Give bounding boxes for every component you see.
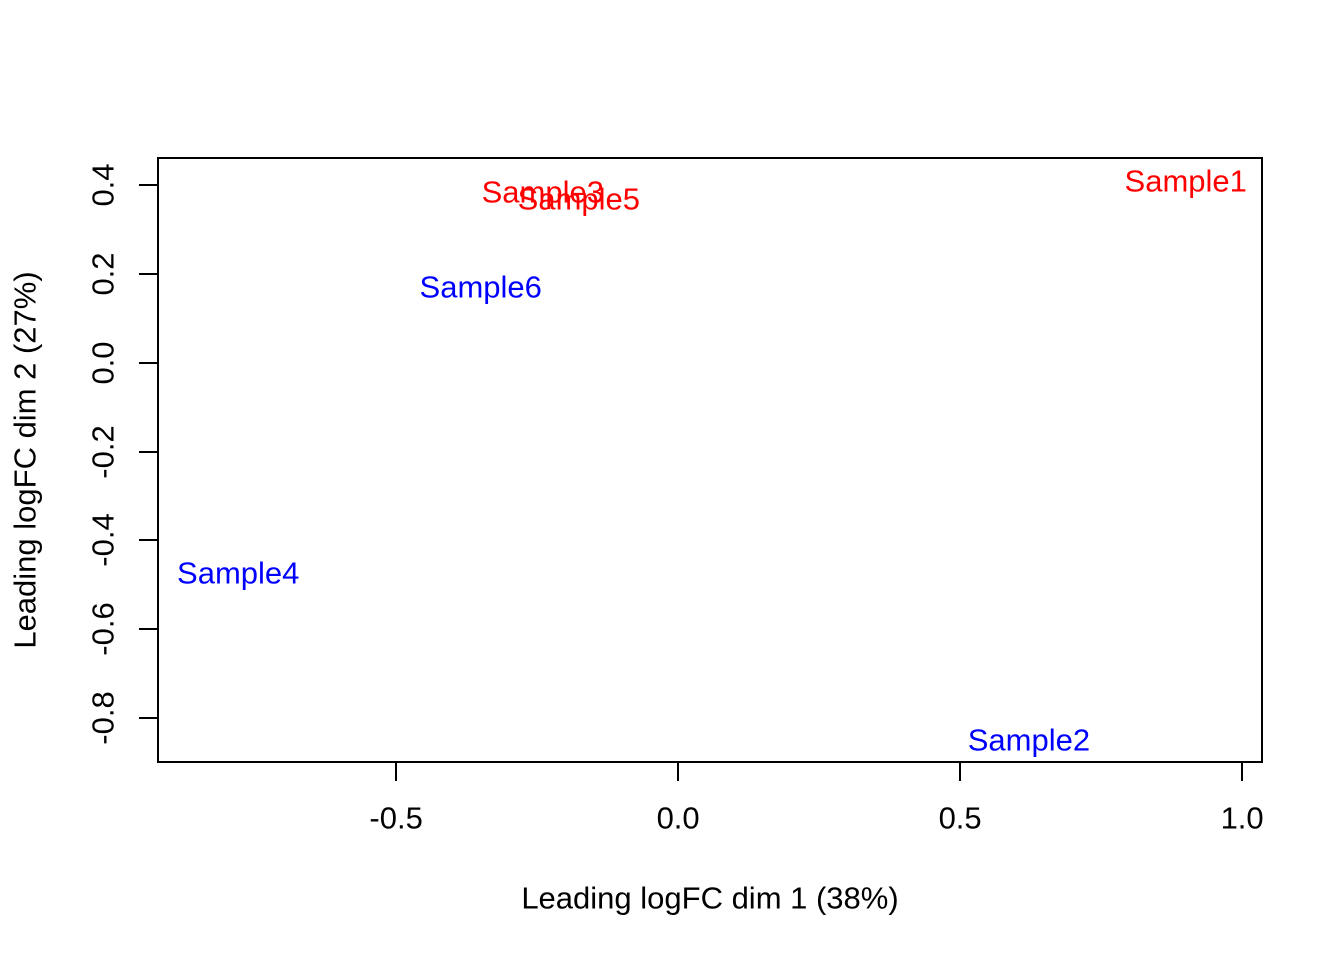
y-axis-tick-label: 0.2: [85, 252, 121, 296]
y-axis-tick: [139, 450, 157, 453]
y-axis-title: Leading logFC dim 2 (27%): [7, 271, 43, 649]
y-axis-tick-label: -0.6: [85, 602, 121, 656]
y-axis-tick-label: 0.4: [85, 163, 121, 207]
x-axis-tick-label: 0.0: [656, 800, 700, 836]
x-axis-title: Leading logFC dim 1 (38%): [521, 880, 899, 916]
y-axis-tick: [139, 628, 157, 631]
sample-label-sample3: Sample3: [481, 174, 604, 210]
y-axis-tick-label: 0.0: [85, 341, 121, 385]
sample-label-sample6: Sample6: [419, 269, 542, 305]
y-axis-tick: [139, 184, 157, 187]
y-axis-tick: [139, 539, 157, 542]
y-axis-tick-label: -0.8: [85, 691, 121, 745]
x-axis-tick-label: 1.0: [1220, 800, 1264, 836]
x-axis-tick: [959, 763, 962, 781]
plot-frame: [157, 157, 1263, 763]
x-axis-tick: [677, 763, 680, 781]
x-axis-tick: [395, 763, 398, 781]
x-axis-tick: [1241, 763, 1244, 781]
sample-label-sample2: Sample2: [967, 722, 1091, 758]
y-axis-tick: [139, 273, 157, 276]
y-axis-tick-label: -0.4: [85, 513, 121, 568]
sample-label-sample4: Sample4: [177, 555, 300, 591]
x-axis-tick-label: 0.5: [938, 800, 982, 836]
x-axis-tick-label: -0.5: [369, 800, 423, 836]
sample-label-sample1: Sample1: [1124, 163, 1247, 199]
y-axis-tick-label: -0.2: [85, 424, 121, 479]
sample-label-sample5: Sample5: [517, 181, 641, 217]
y-axis-tick: [139, 361, 157, 364]
y-axis-tick: [139, 716, 157, 719]
